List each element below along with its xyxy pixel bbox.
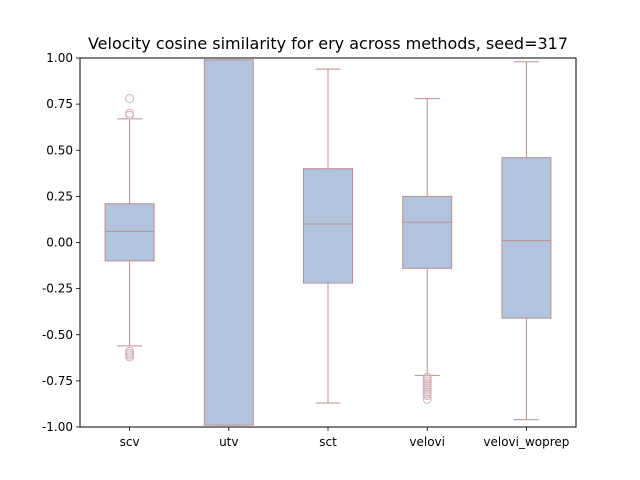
box-scv (104, 94, 155, 362)
y-tick-label: -0.25 (42, 282, 73, 296)
plot-area: -1.00 -0.75 -0.50 -0.25 0.00 0.25 0.50 0.75 1.00… (42, 51, 577, 449)
outlier-point (125, 352, 135, 362)
box-velovi (402, 98, 453, 404)
box-velovi_woprep (501, 61, 552, 421)
y-tick-label: 0.50 (46, 143, 73, 157)
y-tick-label: 1.00 (46, 51, 73, 65)
box-sct (303, 68, 353, 404)
axes-frame (79, 57, 577, 428)
x-tick-label: scv (120, 435, 140, 449)
box-iqr (303, 168, 353, 284)
outlier-point (422, 391, 432, 401)
x-tick-label: velovi (409, 435, 445, 449)
y-tick-label: 0.75 (46, 97, 73, 111)
box-utv (203, 59, 254, 426)
box-iqr (203, 59, 254, 426)
outlier-point (125, 108, 135, 118)
chart-title: Velocity cosine similarity for ery acros… (88, 34, 568, 53)
x-tick-label: utv (219, 435, 238, 449)
y-tick-label: -0.75 (42, 374, 73, 388)
x-tick-label: velovi_woprep (483, 435, 569, 449)
y-tick-label: 0.00 (46, 236, 73, 250)
outlier-point (125, 110, 135, 120)
box-iqr (501, 157, 552, 319)
outlier-point (125, 94, 135, 104)
y-tick-label: 0.25 (46, 189, 73, 203)
box-iqr (104, 203, 155, 262)
outlier-point (422, 394, 432, 404)
box-iqr (402, 195, 453, 269)
y-tick-label: -0.50 (42, 328, 73, 342)
y-tick-label: -1.00 (42, 420, 73, 434)
x-tick-label: sct (319, 435, 337, 449)
